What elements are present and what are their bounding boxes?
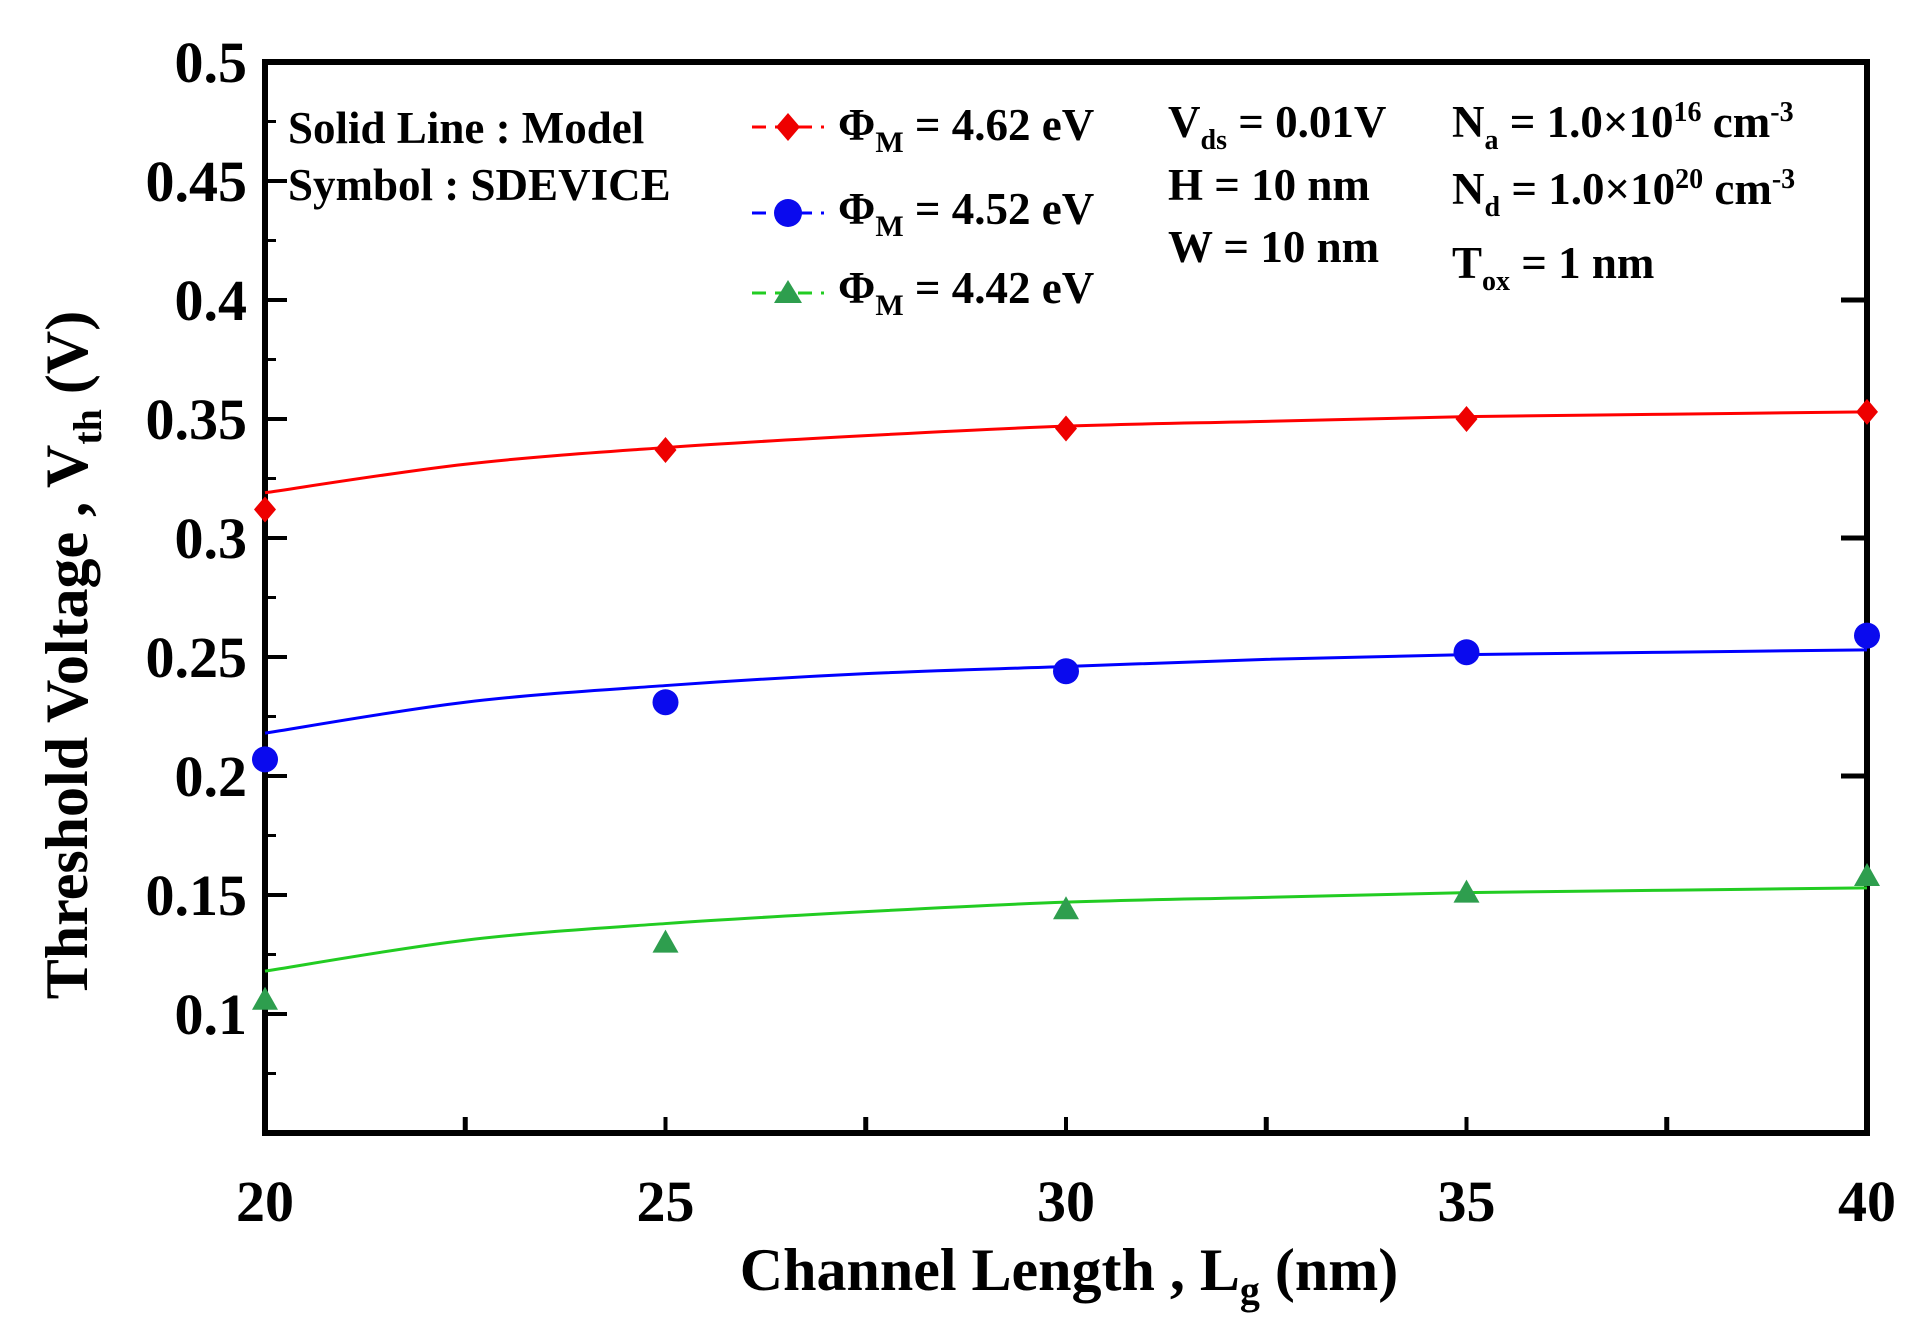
diamond-point [1856,398,1878,425]
diamond-point [1055,415,1077,442]
diamond-point [1455,406,1478,432]
param-h: H = 10 nm [1168,160,1370,210]
triangle-point [1854,862,1880,886]
circle-point [1053,658,1079,685]
y-axis-title: Threshold Voltage , Vth (V) [34,311,110,999]
legend-item-452: ΦM = 4.52 eV [752,184,1094,243]
y-tick-label: 0.3 [175,506,248,571]
legend-circle-marker [774,199,802,227]
note-model: Solid Line : Model [288,103,644,153]
legend: ΦM = 4.62 eV ΦM = 4.52 eV ΦM = 4.42 eV [752,100,1094,322]
legend-item-462: ΦM = 4.62 eV [752,100,1094,159]
x-tick-label: 20 [236,1169,294,1234]
legend-diamond-marker [776,113,800,141]
circle-point [652,689,679,716]
y-tick-label: 0.25 [146,625,248,690]
x-tick-label: 30 [1037,1169,1095,1234]
circle-point [1453,639,1480,666]
triangle-point [252,986,278,1010]
legend-item-442: ΦM = 4.42 eV [752,263,1094,322]
legend-label-452: ΦM = 4.52 eV [838,184,1094,243]
y-axis-ticks: 0.1 0.15 0.2 0.25 0.3 0.35 0.4 0.45 0.5 [146,30,287,1075]
x-tick-label: 40 [1838,1169,1896,1234]
x-axis-title: Channel Length , Lg (nm) [740,1237,1398,1313]
param-tox: Tox = 1 nm [1452,238,1654,297]
param-vds: Vds = 0.01V [1168,97,1386,156]
sdevice-symbols [252,398,1880,1010]
triangle-point [652,929,679,953]
diamond-point [254,496,276,523]
triangle-point [1453,879,1480,903]
y-tick-label: 0.4 [175,268,248,333]
x-axis-ticks: 20 25 30 35 40 [236,1117,1896,1234]
x-tick-label: 25 [637,1169,695,1234]
y-tick-label: 0.35 [146,387,248,452]
param-na: Na = 1.0×1016 cm-3 [1452,97,1794,156]
device-parameters: Vds = 0.01V H = 10 nm W = 10 nm Na = 1.0… [1168,97,1795,297]
diamond-point [654,436,677,463]
model-lines [264,410,1868,973]
x-tick-label: 35 [1438,1169,1496,1234]
param-nd: Nd = 1.0×1020 cm-3 [1452,164,1795,223]
y-tick-label: 0.1 [175,982,248,1047]
param-w: W = 10 nm [1168,222,1379,272]
circle-point [1854,622,1880,649]
y-tick-label: 0.5 [175,30,248,95]
right-axis-ticks [1841,297,1867,779]
y-tick-label: 0.2 [175,744,248,809]
triangle-point [1053,896,1079,920]
y-tick-label: 0.15 [146,863,248,928]
legend-triangle-marker [774,280,802,303]
legend-label-442: ΦM = 4.42 eV [838,263,1094,322]
legend-label-462: ΦM = 4.62 eV [838,100,1094,159]
note-symbol: Symbol : SDEVICE [288,160,671,210]
y-tick-label: 0.45 [146,149,248,214]
circle-point [252,746,278,773]
